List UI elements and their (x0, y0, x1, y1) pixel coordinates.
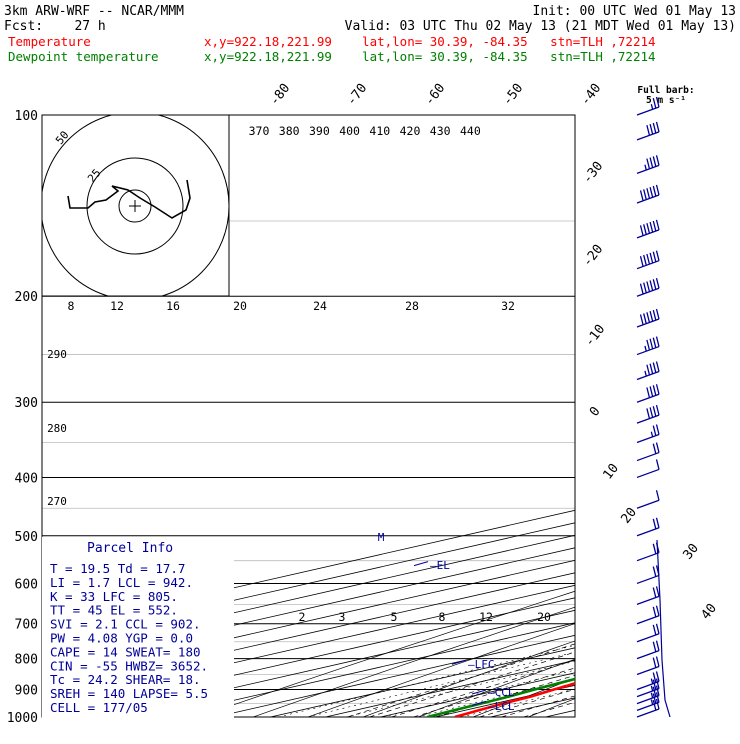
parcel-row: CAPE = 14 SWEAT= 180 (50, 644, 201, 659)
pressure-tick-label: 200 (15, 290, 38, 305)
theta-low-label: 270 (47, 495, 67, 508)
pressure-tick-label: 600 (15, 577, 38, 592)
temperature-location: x,y=922.18,221.99 lat,lon= 30.39, -84.35… (204, 34, 656, 49)
pressure-tick-label: 1000 (7, 711, 38, 726)
mixing-ratio-label: 16 (166, 299, 180, 313)
mixing-ratio-low-label: 5 (391, 610, 398, 624)
lfc-marker: –LFC (468, 658, 495, 671)
mixing-ratio-label: 28 (405, 299, 419, 313)
pressure-tick-label: 100 (15, 109, 38, 124)
parcel-row: SREH = 140 LAPSE= 5.5 (50, 686, 208, 701)
mixing-ratio-low-label: 12 (479, 610, 493, 624)
parcel-row: TT = 45 EL = 552. (50, 603, 178, 618)
mixing-ratio-label: 12 (110, 299, 124, 313)
theta-label: 370 (249, 124, 270, 138)
mixing-ratio-low-label: 8 (439, 610, 446, 624)
parcel-title: Parcel Info (87, 541, 173, 556)
ccl-marker: –CCL (488, 686, 515, 699)
pressure-tick-label: 700 (15, 618, 38, 633)
mixing-ratio-low-label: 20 (537, 610, 551, 624)
valid-time: Valid: 03 UTC Thu 02 May 13 (21 MDT Wed … (345, 19, 736, 34)
theta-low-label: 280 (47, 422, 67, 435)
mixing-ratio-label: 32 (501, 299, 515, 313)
theta-label: 400 (339, 124, 360, 138)
mixing-ratio-label: 24 (313, 299, 327, 313)
pressure-tick-label: 900 (15, 683, 38, 698)
mixing-ratio-low-label: 2 (299, 610, 306, 624)
temperature-legend: Temperature (8, 34, 91, 49)
model-title: 3km ARW-WRF -- NCAR/MMM (4, 4, 184, 19)
parcel-row: CELL = 177/05 (50, 700, 148, 715)
theta-label: 430 (430, 124, 451, 138)
pressure-tick-label: 300 (15, 396, 38, 411)
init-time: Init: 00 UTC Wed 01 May 13 (533, 4, 737, 19)
mixing-ratio-label: 20 (233, 299, 247, 313)
forecast-hour: Fcst: 27 h (4, 19, 106, 34)
dewpoint-legend: Dewpoint temperature (8, 49, 159, 64)
parcel-row: K = 33 LFC = 805. (50, 589, 178, 604)
parcel-row: CIN = -55 HWBZ= 3652. (50, 658, 208, 673)
parcel-row: LI = 1.7 LCL = 942. (50, 575, 193, 590)
pressure-tick-label: 500 (15, 530, 38, 545)
parcel-row: PW = 4.08 YGP = 0.0 (50, 631, 193, 646)
theta-label: 420 (400, 124, 421, 138)
parcel-info-box: Parcel Info T = 19.5 Td = 17.7LI = 1.7 L… (42, 537, 234, 729)
theta-label: 410 (369, 124, 390, 138)
theta-label: 380 (279, 124, 300, 138)
mixing-ratio-low-label: 3 (339, 610, 346, 624)
dewpoint-location: x,y=922.18,221.99 lat,lon= 30.39, -84.35… (204, 49, 656, 64)
lcl-marker: –LCL (488, 700, 515, 713)
pressure-tick-label: 400 (15, 471, 38, 486)
mixing-ratio-label: 8 (68, 299, 75, 313)
pressure-tick-label: 800 (15, 653, 38, 668)
m-marker: M (378, 531, 385, 544)
el-marker: –EL (430, 559, 450, 572)
theta-low-label: 290 (47, 348, 67, 361)
parcel-row: T = 19.5 Td = 17.7 (50, 561, 185, 576)
theta-label: 440 (460, 124, 481, 138)
parcel-row: Tc = 24.2 SHEAR= 18. (50, 672, 201, 687)
parcel-row: SVI = 2.1 CCL = 902. (50, 617, 201, 632)
theta-label: 390 (309, 124, 330, 138)
